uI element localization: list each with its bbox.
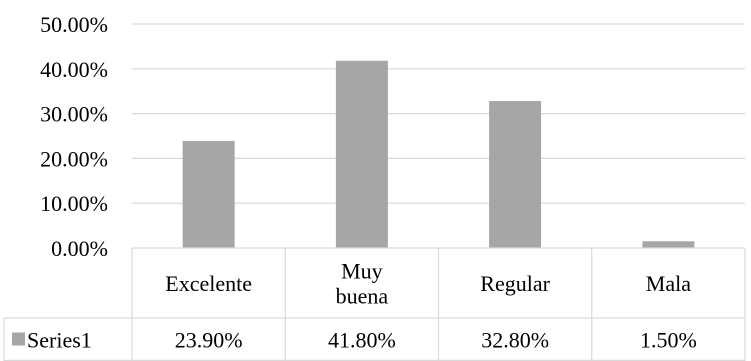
y-tick-label: 0.00% bbox=[51, 236, 108, 261]
bars bbox=[182, 60, 695, 249]
bar bbox=[182, 140, 235, 248]
category-label: Excelente bbox=[165, 271, 252, 296]
y-axis-tick-labels: 0.00% 10.00% 20.00% 30.00% 40.00% 50.00% bbox=[40, 12, 108, 261]
legend-swatch bbox=[12, 332, 25, 346]
data-value-label: 1.50% bbox=[640, 328, 697, 353]
category-label: Muy buena bbox=[336, 259, 389, 309]
y-tick-label: 20.00% bbox=[40, 146, 108, 171]
y-tick-label: 40.00% bbox=[40, 57, 108, 82]
legend-series-name: Series1 bbox=[27, 328, 92, 353]
y-tick-label: 50.00% bbox=[40, 12, 108, 37]
bar bbox=[335, 60, 388, 249]
y-tick-label: 30.00% bbox=[40, 102, 108, 127]
data-value-label: 41.80% bbox=[328, 328, 396, 353]
bar bbox=[642, 241, 695, 248]
data-value-label: 32.80% bbox=[481, 328, 549, 353]
category-label: Mala bbox=[646, 271, 691, 296]
data-value-label: 23.90% bbox=[175, 328, 243, 353]
bar bbox=[489, 101, 542, 248]
data-table: Excelente Muy buena Regular Mala Series1 23.90… bbox=[3, 247, 746, 361]
category-label: Regular bbox=[480, 271, 550, 296]
y-tick-label: 10.00% bbox=[40, 191, 108, 216]
